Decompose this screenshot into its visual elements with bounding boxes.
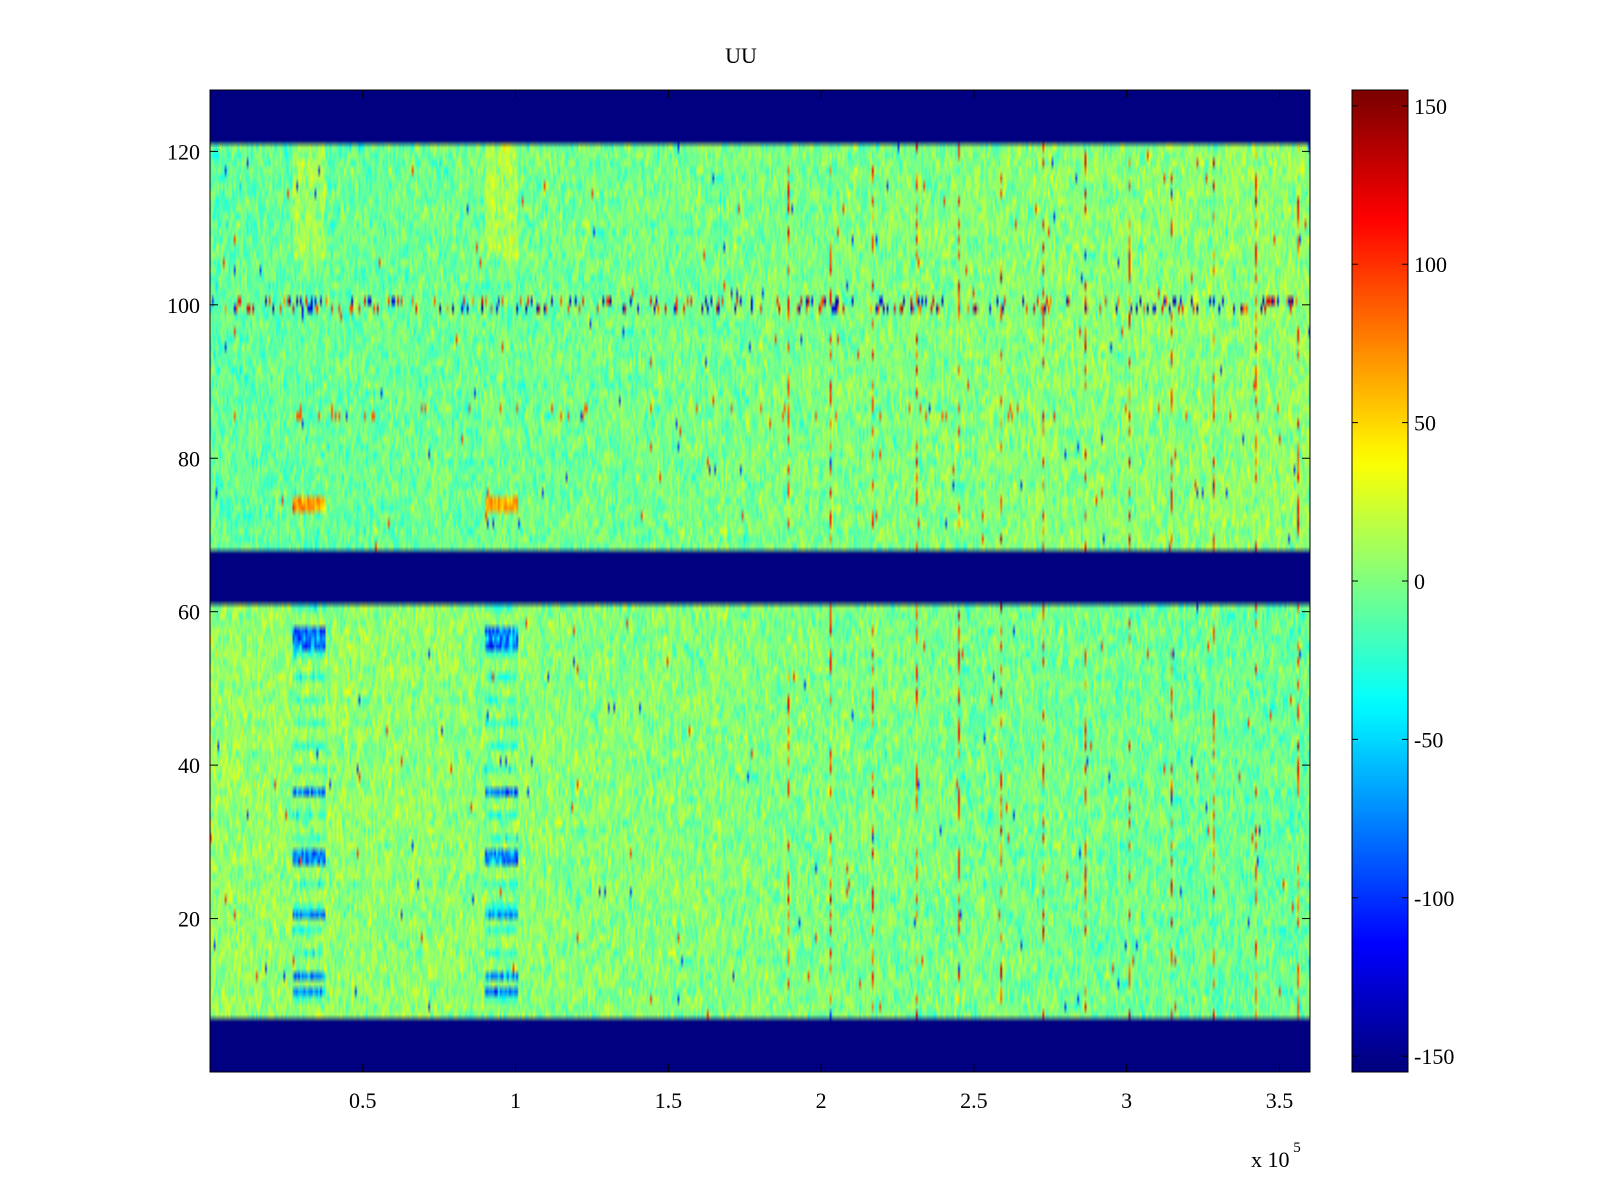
colorbar-tick-label: 0 bbox=[1414, 569, 1425, 594]
colorbar-tick-label: -150 bbox=[1414, 1044, 1454, 1069]
colorbar-gradient bbox=[1352, 90, 1408, 1072]
y-tick-label: 80 bbox=[178, 446, 200, 471]
x-exponent-superscript: 5 bbox=[1293, 1140, 1301, 1156]
heatmap-image bbox=[210, 90, 1310, 1072]
x-tick-label: 2 bbox=[816, 1088, 827, 1113]
x-tick-label: 1 bbox=[510, 1088, 521, 1113]
y-tick-label: 40 bbox=[178, 753, 200, 778]
x-axis: 0.5 1 1.5 2 2.5 3 3.5 bbox=[349, 90, 1293, 1113]
x-tick-label: 0.5 bbox=[349, 1088, 377, 1113]
x-tick-label: 3.5 bbox=[1266, 1088, 1294, 1113]
x-tick-label: 3 bbox=[1121, 1088, 1132, 1113]
plot-frame bbox=[209, 89, 1311, 1073]
x-tick-label: 1.5 bbox=[655, 1088, 683, 1113]
y-tick-label: 100 bbox=[167, 293, 200, 318]
colorbar-ticks: 150 100 50 0 -50 -100 -150 bbox=[1352, 94, 1454, 1069]
colorbar-tick-label: -50 bbox=[1414, 727, 1443, 752]
x-exponent-label: x 10 bbox=[1251, 1147, 1290, 1172]
colorbar-tick-label: 100 bbox=[1414, 252, 1447, 277]
heatmap-plot-area bbox=[209, 89, 1311, 1073]
colorbar-tick-label: 50 bbox=[1414, 411, 1436, 436]
y-tick-label: 60 bbox=[178, 600, 200, 625]
colorbar-tick-label: -100 bbox=[1414, 886, 1454, 911]
colorbar: 150 100 50 0 -50 -100 -150 bbox=[1351, 89, 1454, 1073]
y-axis: 20 40 60 80 100 120 bbox=[167, 139, 1310, 932]
y-tick-label: 120 bbox=[167, 139, 200, 164]
colorbar-tick-label: 150 bbox=[1414, 94, 1447, 119]
x-tick-label: 2.5 bbox=[960, 1088, 988, 1113]
y-tick-label: 20 bbox=[178, 907, 200, 932]
chart-title: UU bbox=[725, 43, 757, 68]
